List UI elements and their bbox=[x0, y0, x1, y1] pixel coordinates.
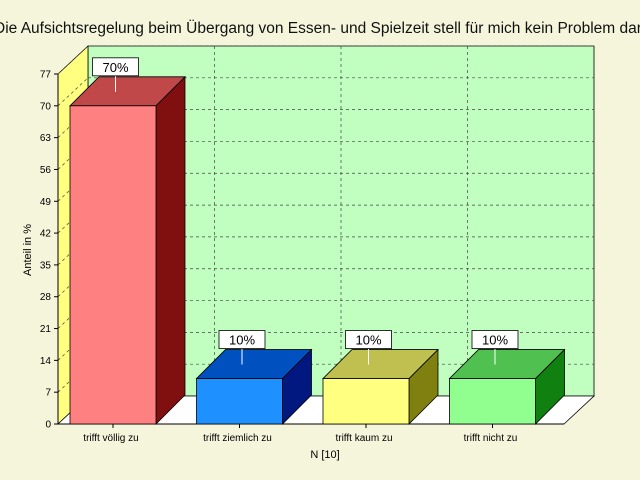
y-tick-label: 70 bbox=[40, 101, 52, 112]
y-tick-label: 63 bbox=[40, 133, 52, 144]
y-tick-label: 28 bbox=[40, 292, 52, 303]
chart-title: Die Aufsichtsregelung beim Übergang von … bbox=[0, 20, 640, 37]
bars: 70% 10% 10% 10% bbox=[69, 57, 566, 425]
x-axis-label: N [10] bbox=[310, 449, 339, 461]
y-axis-label: Anteil in % bbox=[22, 224, 34, 276]
bar: 10% bbox=[448, 330, 566, 425]
category-label: trifft völlig zu bbox=[83, 433, 138, 444]
category-label: trifft ziemlich zu bbox=[203, 433, 272, 444]
value-label: 10% bbox=[355, 333, 381, 348]
y-tick-label: 0 bbox=[45, 420, 51, 431]
value-label: 70% bbox=[102, 60, 128, 75]
bar: 10% bbox=[195, 330, 313, 425]
value-label-box bbox=[471, 330, 519, 349]
y-tick-label: 42 bbox=[40, 229, 52, 240]
bar: 10% bbox=[322, 330, 439, 425]
y-tick-label: 56 bbox=[40, 165, 52, 176]
category-label: trifft nicht zu bbox=[464, 433, 518, 444]
y-tick-label: 21 bbox=[40, 324, 52, 335]
y-axis-ticks: 0 7 14 21 28 35 42 49 56 63 70 77 bbox=[40, 70, 58, 431]
value-label: 10% bbox=[229, 333, 255, 348]
bar-side bbox=[155, 75, 186, 425]
bar-front bbox=[322, 378, 410, 425]
y-tick-label: 77 bbox=[40, 70, 52, 81]
bar-front bbox=[449, 378, 536, 425]
value-label: 10% bbox=[482, 333, 508, 348]
value-label-box bbox=[92, 57, 139, 77]
y-tick-label: 49 bbox=[40, 197, 52, 208]
y-tick-label: 7 bbox=[45, 388, 51, 399]
category-labels: trifft völlig zu trifft ziemlich zu trifft… bbox=[83, 424, 517, 444]
category-label: trifft kaum zu bbox=[335, 433, 392, 444]
value-label-box bbox=[345, 330, 392, 349]
y-tick-label: 35 bbox=[40, 260, 52, 271]
y-tick-label: 14 bbox=[40, 356, 52, 367]
value-label-box bbox=[218, 330, 266, 349]
bar-front bbox=[196, 378, 283, 425]
bar: 70% bbox=[69, 57, 186, 425]
bar-front bbox=[69, 105, 157, 425]
